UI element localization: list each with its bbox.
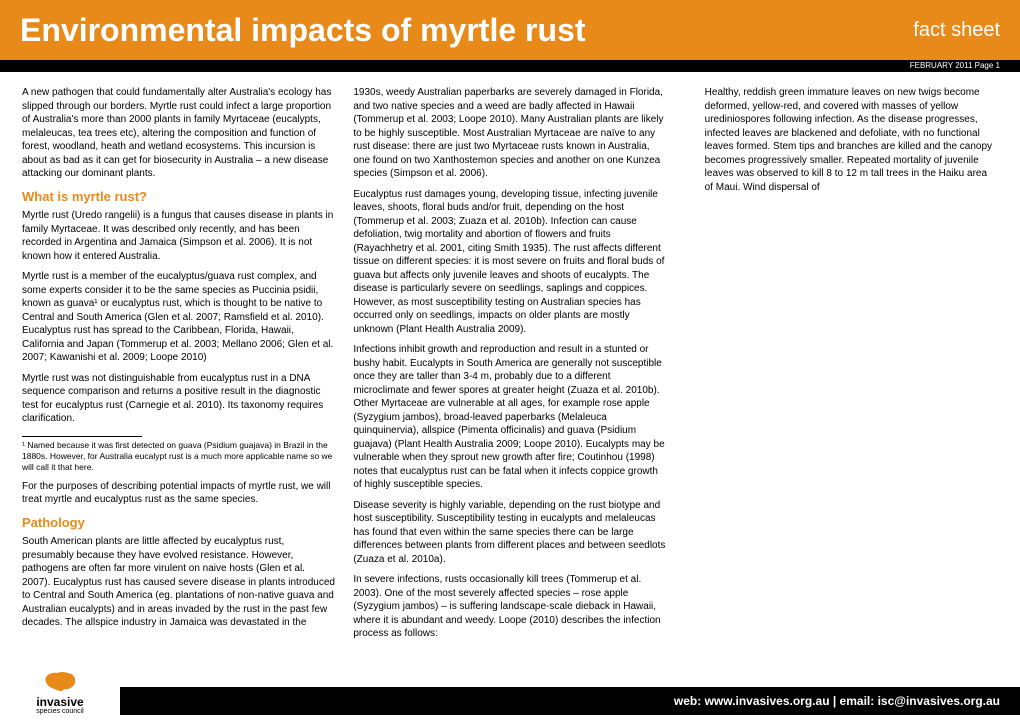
intro-paragraph: A new pathogen that could fundamentally … [22,86,335,181]
logo-container: invasive species council [0,661,120,721]
page-subtitle: fact sheet [913,19,1000,42]
body-p2: Myrtle rust is a member of the eucalyptu… [22,270,335,365]
heading-what-is: What is myrtle rust? [22,188,335,206]
body-p10-quote: Healthy, reddish green immature leaves o… [685,86,998,194]
header-banner: Environmental impacts of myrtle rust fac… [0,0,1020,60]
body-p4: For the purposes of describing potential… [22,480,335,507]
footer: invasive species council web: www.invasi… [0,661,1020,721]
heading-pathology: Pathology [22,514,335,532]
page-meta: FEBRUARY 2011 Page 1 [0,60,1020,72]
body-p8: Disease severity is highly variable, dep… [353,499,666,567]
body-p7: Infections inhibit growth and reproducti… [353,343,666,492]
body-p1: Myrtle rust (Uredo rangelii) is a fungus… [22,209,335,263]
logo-text-main: invasive [36,696,83,708]
footnote-separator [22,436,142,437]
logo-text-sub: species council [36,708,83,715]
page-title: Environmental impacts of myrtle rust [20,12,585,49]
body-columns: A new pathogen that could fundamentally … [0,72,1020,652]
body-p9: In severe infections, rusts occasionally… [353,573,666,641]
footer-contact: web: www.invasives.org.au | email: isc@i… [120,687,1020,715]
body-p3: Myrtle rust was not distinguishable from… [22,372,335,426]
footnote-1: ¹ Named because it was first detected on… [22,440,335,473]
logo: invasive species council [36,668,83,715]
australia-icon [42,668,78,694]
body-p6: Eucalyptus rust damages young, developin… [353,188,666,337]
